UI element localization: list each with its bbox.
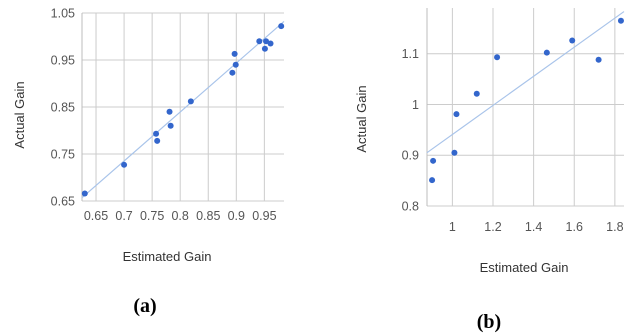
chart-a: 0.650.750.850.951.05 0.65 0.7 0.75 0.8 0.85 0… [12,7,285,317]
chart-a-data-point [232,61,239,68]
chart-a-data-point [267,40,274,47]
chart-b-data-point [617,17,624,24]
chart-b-data-point [451,149,458,156]
chart-a-y-tick-label: 1.05 [51,7,75,21]
chart-a-x-tick-label: 0.85 [196,209,220,223]
chart-a-data-point [278,23,285,30]
chart-a-y-tick-label: 0.65 [51,195,75,209]
chart-a-x-tick-label: 0.75 [140,209,164,223]
chart-b-y-ticks: 0.8 0.9 1 1.1 [402,47,419,213]
chart-a-y-tick-label: 0.75 [51,148,75,162]
chart-b-data-point [453,111,460,118]
chart-a-points [81,23,285,197]
chart-a-grid [81,12,284,202]
chart-b-data-point [569,37,576,44]
chart-a-data-point [154,137,161,144]
chart-b-data-point [430,157,437,164]
chart-b-y-axis-title: Actual Gain [354,85,369,152]
chart-b-points [429,17,624,184]
chart-a-data-point [261,45,268,52]
chart-b-caption: (b) [477,311,501,333]
chart-a-data-point [256,38,263,45]
chart-a-data-point [263,38,270,45]
chart-a-data-point [187,98,194,105]
chart-a-y-axis-title: Actual Gain [12,81,27,148]
chart-b-x-axis-title: Estimated Gain [480,260,569,275]
chart-a-x-tick-label: 0.8 [171,209,188,223]
chart-a-x-tick-label: 0.7 [115,209,132,223]
chart-a-data-point [167,122,174,129]
chart-a-x-ticks: 0.65 0.7 0.75 0.8 0.85 0.9 0.95 [84,209,277,223]
chart-a-x-tick-label: 0.65 [84,209,108,223]
chart-b-x-tick-label: 1 [449,220,456,234]
chart-b: 0.80.911.1 1 1.2 1.4 1.6 1.8 Estimated Gain … [354,8,625,333]
chart-a-y-ticks: 0.65 0.75 0.85 0.95 1.05 [51,7,75,209]
chart-a-x-axis-title: Estimated Gain [123,249,212,264]
chart-a-x-tick-label: 0.9 [228,209,245,223]
chart-a-y-tick-label: 0.95 [51,54,75,68]
chart-a-data-point [121,161,128,168]
chart-b-x-tick-label: 1.4 [525,220,542,234]
chart-b-x-tick-label: 1.2 [484,220,501,234]
chart-b-x-tick-label: 1.8 [606,220,623,234]
chart-a-x-tick-label: 0.95 [252,209,276,223]
chart-a-data-point [81,190,88,197]
chart-a-data-point [231,50,238,57]
chart-a-y-tick-label: 0.85 [51,101,75,115]
chart-b-data-point [429,177,436,184]
chart-b-trendline [426,11,625,154]
chart-b-x-ticks: 1 1.2 1.4 1.6 1.8 [449,220,624,234]
chart-b-grid [426,8,624,207]
chart-b-data-point [494,54,501,61]
chart-b-data-point [595,56,602,63]
chart-a-data-point [166,108,173,115]
chart-b-data-point [543,49,550,56]
chart-b-y-tick-label: 0.8 [402,200,419,214]
chart-b-y-tick-label: 1.1 [402,47,419,61]
chart-a-trendline [81,21,285,199]
chart-a-caption: (a) [133,295,156,317]
chart-b-x-tick-label: 1.6 [566,220,583,234]
chart-b-y-tick-label: 0.9 [402,149,419,163]
chart-a-data-point [153,130,160,137]
chart-b-data-point [473,90,480,97]
chart-b-y-tick-label: 1 [412,98,419,112]
chart-a-data-point [229,69,236,76]
